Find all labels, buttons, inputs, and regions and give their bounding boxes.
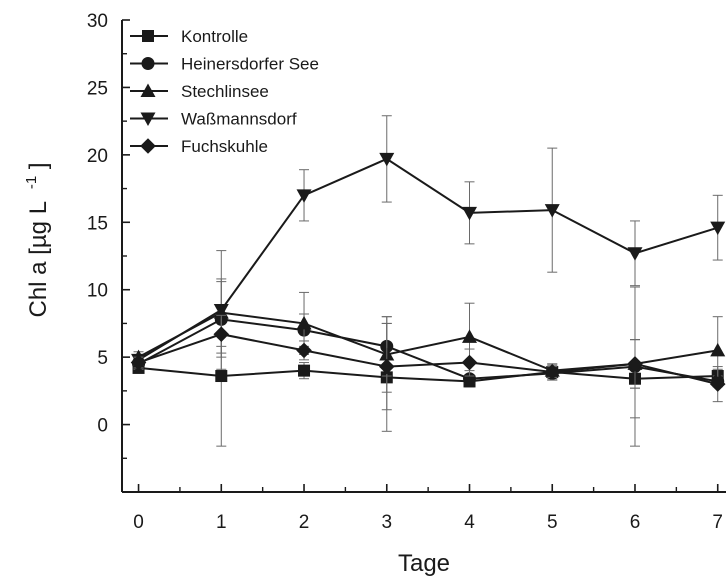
y-axis-label-close-bracket: ] <box>25 162 52 169</box>
x-tick-label: 3 <box>381 512 392 533</box>
legend-label: Heinersdorfer See <box>181 55 319 74</box>
plot-area: 0 5 10 15 20 25 30 0 1 2 3 4 5 6 7 Kontrolle Heinersdorf… <box>87 11 726 533</box>
y-tick-label: 5 <box>97 348 108 369</box>
legend-label: Fuchskuhle <box>181 137 268 156</box>
legend-marker-triangle-down <box>140 112 156 126</box>
data-point-diamond <box>461 354 478 371</box>
data-point-diamond <box>709 376 726 392</box>
series-line-triangle-down <box>138 157 719 361</box>
series-line-square <box>138 366 718 383</box>
legend-marker-circle <box>141 57 155 70</box>
y-axis-label-text: Chl a [µg L <box>25 201 52 317</box>
y-axis-label-superscript: -1 <box>23 176 40 189</box>
data-point-triangle-down <box>627 247 643 261</box>
svg-text:Chl a [µg L -1 ]: Chl a [µg L -1 ] <box>15 162 52 317</box>
x-tick-label: 1 <box>216 512 227 533</box>
data-point-triangle-down <box>544 204 560 218</box>
data-point-diamond <box>130 354 147 371</box>
x-axis-label: Tage <box>398 550 450 577</box>
legend-marker-triangle-up <box>140 83 156 97</box>
data-point-triangle-up <box>296 315 312 330</box>
data-point-triangle-down <box>296 189 312 203</box>
y-tick-label: 30 <box>87 11 108 32</box>
data-point-triangle-up <box>462 329 478 343</box>
series-line-diamond <box>138 333 718 386</box>
series-line-circle <box>138 318 718 383</box>
data-point-triangle-down <box>213 303 229 318</box>
legend-marker-square <box>142 30 154 42</box>
y-tick-label: 0 <box>97 416 108 437</box>
data-point-diamond <box>296 342 312 359</box>
data-point-triangle-down <box>379 152 395 167</box>
data-point-square <box>298 364 311 377</box>
data-point-circle <box>463 372 477 386</box>
legend-marker-diamond <box>140 138 156 154</box>
data-point-triangle-down <box>710 221 726 236</box>
y-tick-label: 20 <box>87 146 108 167</box>
data-point-diamond <box>627 356 643 372</box>
x-tick-label: 7 <box>712 512 723 533</box>
y-tick-label: 10 <box>87 281 108 302</box>
x-tick-label: 4 <box>464 512 475 533</box>
legend-label: Stechlinsee <box>181 82 269 101</box>
data-point-triangle-down <box>462 206 478 221</box>
data-point-triangle-up <box>710 342 726 357</box>
x-tick-label: 2 <box>299 512 310 533</box>
y-tick-label: 15 <box>87 213 108 234</box>
y-axis-label: Chl a [µg L -1 ] <box>15 162 52 317</box>
legend-label: Kontrolle <box>181 27 248 46</box>
data-point-diamond <box>378 358 395 375</box>
y-tick-label: 25 <box>87 78 108 99</box>
data-point-diamond <box>544 364 561 380</box>
x-tick-label: 0 <box>133 512 144 533</box>
data-point-square <box>215 370 228 383</box>
x-tick-label: 5 <box>547 512 558 533</box>
x-tick-label: 6 <box>630 512 641 533</box>
legend-label: Waßmannsdorf <box>181 110 297 129</box>
data-point-diamond <box>213 326 230 343</box>
